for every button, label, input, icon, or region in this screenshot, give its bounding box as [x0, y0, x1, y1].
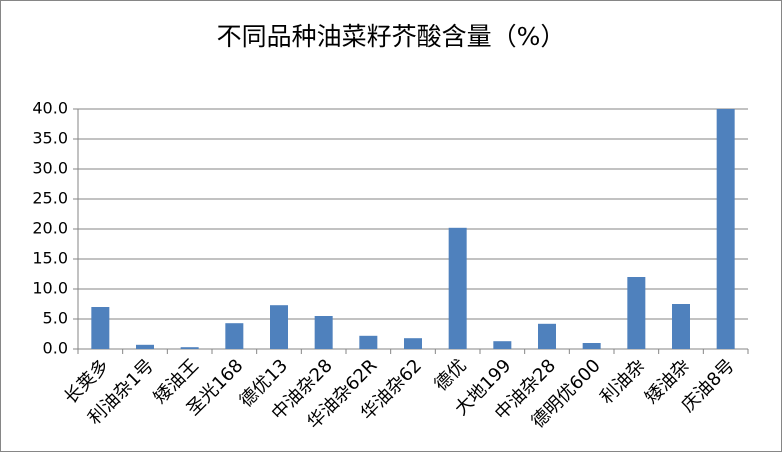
- bar: [91, 307, 110, 349]
- y-tick-label: 40.0: [32, 99, 68, 118]
- y-tick-label: 5.0: [43, 309, 68, 328]
- bar: [180, 347, 199, 349]
- bar: [359, 335, 378, 349]
- bar: [493, 341, 512, 349]
- y-tick-label: 35.0: [32, 129, 68, 148]
- y-tick-label: 25.0: [32, 189, 68, 208]
- y-tick-label: 0.0: [43, 339, 68, 358]
- bar: [404, 338, 422, 349]
- y-tick-label: 10.0: [32, 279, 68, 298]
- bar: [136, 344, 154, 349]
- bar: [582, 343, 601, 349]
- chart-title: 不同品种油菜籽芥酸含量（%）: [217, 22, 566, 51]
- bar: [225, 323, 244, 349]
- y-tick-label: 30.0: [32, 159, 68, 178]
- bar: [314, 316, 333, 349]
- bar: [672, 304, 690, 349]
- bar: [270, 305, 288, 349]
- bar: [627, 277, 646, 349]
- bar: [538, 323, 556, 349]
- bar: [448, 227, 467, 349]
- y-tick-label: 15.0: [32, 249, 68, 268]
- bar: [716, 109, 735, 349]
- y-tick-label: 20.0: [32, 219, 68, 238]
